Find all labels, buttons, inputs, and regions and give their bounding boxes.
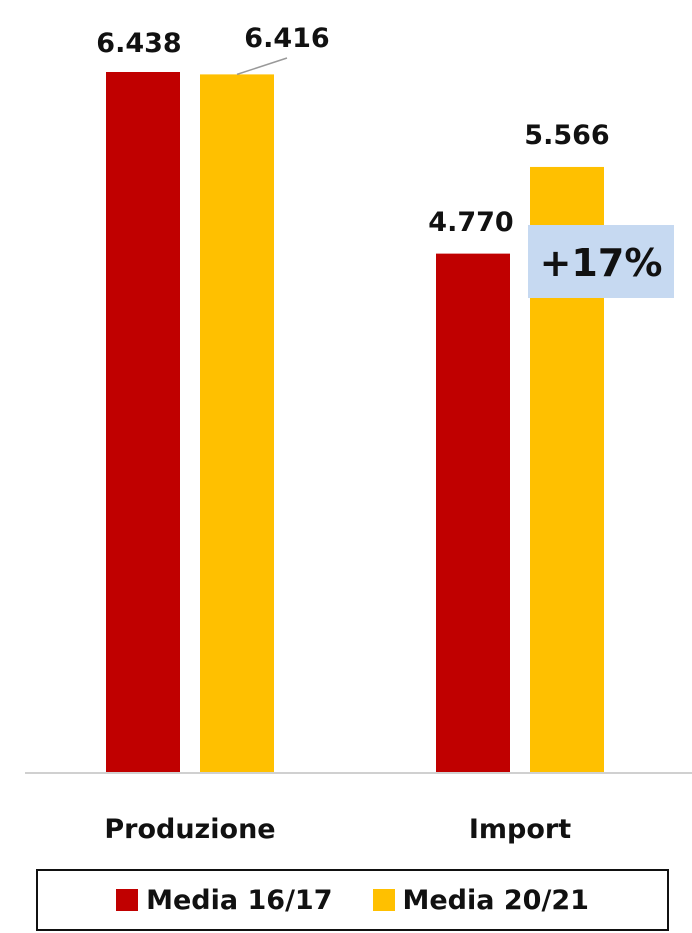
legend-label-media-16-17: Media 16/17 <box>146 884 333 916</box>
bar-produzione-media-20-21 <box>200 74 274 774</box>
legend-swatch-media-20-21 <box>372 889 395 911</box>
legend: Media 16/17 Media 20/21 <box>36 869 669 931</box>
legend-item-media-20-21: Media 20/21 <box>372 884 589 916</box>
leader-line-produzione-media-20-21 <box>236 57 288 76</box>
bar-produzione-media-16-17 <box>106 72 180 773</box>
legend-label-media-20-21: Media 20/21 <box>402 884 589 916</box>
value-label-produzione-media-16-17: 6.438 <box>96 28 181 59</box>
change-badge <box>528 225 674 298</box>
category-label-produzione: Produzione <box>104 814 275 845</box>
bar-import-media-16-17 <box>436 253 510 773</box>
legend-item-media-16-17: Media 16/17 <box>116 884 333 916</box>
change-badge-label: +17% <box>540 241 663 285</box>
value-label-import-media-16-17: 4.770 <box>428 207 513 238</box>
category-label-import: Import <box>469 814 571 845</box>
bars-layer <box>106 72 604 774</box>
legend-swatch-media-16-17 <box>116 889 139 911</box>
value-label-import-media-20-21: 5.566 <box>524 120 609 151</box>
bar-chart: 6.438 6.416 Produzione 4.770 5.566 Import +17% <box>25 23 692 845</box>
value-label-produzione-media-20-21: 6.416 <box>244 23 329 54</box>
labels-layer: 6.438 6.416 Produzione 4.770 5.566 Import +17% <box>96 23 674 845</box>
